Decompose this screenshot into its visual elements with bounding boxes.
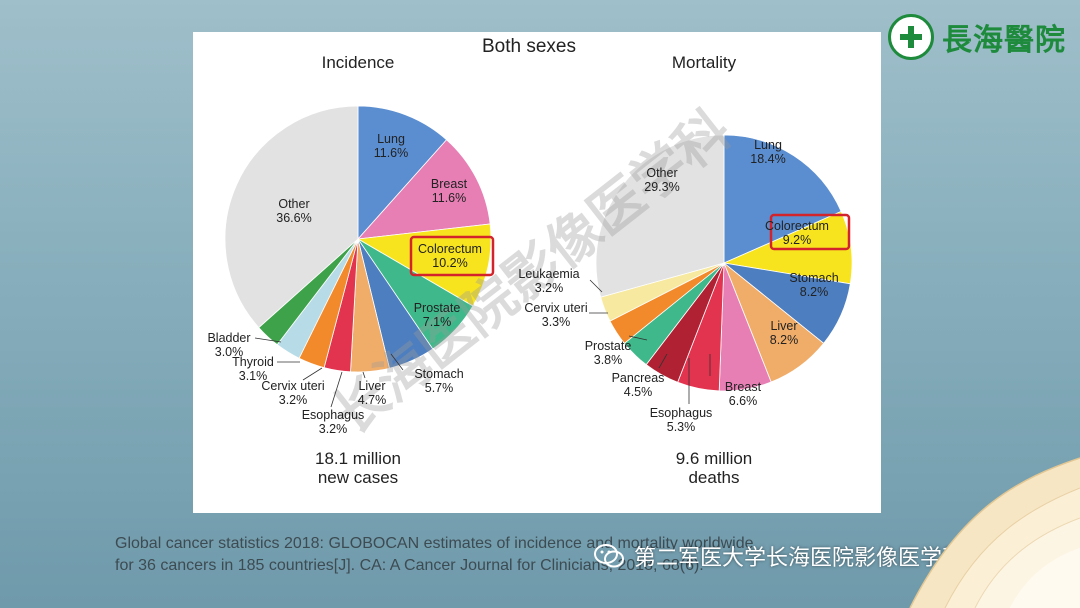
mortality-value-esophagus: 5.3%: [667, 420, 696, 434]
citation-line-2: for 36 cancers in 185 countries[J]. CA: …: [115, 557, 704, 574]
mortality-label-prostate: Prostate: [585, 339, 632, 353]
incidence-caption-line-2: new cases: [318, 468, 398, 487]
mortality-label-pancreas: Pancreas: [612, 371, 665, 385]
incidence-slice-lung: [357, 105, 448, 241]
mortality-value-leukaemia: 3.2%: [535, 281, 564, 295]
incidence-caption-line-1: 18.1 million: [315, 449, 401, 468]
incidence-leader-cervix-uteri: [302, 367, 323, 381]
mortality-value-prostate: 3.8%: [594, 353, 623, 367]
chart-panel: 长海医院影像医学科 Both sexes Incidence 18.1 millio…: [193, 32, 881, 513]
mortality-value-other: 29.3%: [644, 180, 679, 194]
incidence-value-cervix-uteri: 3.2%: [279, 393, 308, 407]
mortality-label-other: Other: [646, 166, 677, 180]
incidence-value-stomach: 5.7%: [425, 381, 454, 395]
mortality-label-stomach: Stomach: [789, 271, 838, 285]
incidence-leader-liver: [362, 371, 366, 379]
mortality-value-cervix-uteri: 3.3%: [542, 315, 571, 329]
mortality-slice-lung: [723, 134, 842, 264]
incidence-label-liver: Liver: [358, 379, 385, 393]
incidence-value-bladder: 3.0%: [215, 345, 244, 359]
citation: Global cancer statistics 2018: GLOBOCAN …: [115, 533, 915, 577]
incidence-label-prostate: Prostate: [414, 301, 461, 315]
incidence-label-lung: Lung: [377, 132, 405, 146]
mortality-value-colorectum: 9.2%: [783, 233, 812, 247]
citation-line-1: Global cancer statistics 2018: GLOBOCAN …: [115, 535, 754, 552]
book-pages-decoration: [850, 418, 1080, 608]
incidence-value-esophagus: 3.2%: [319, 422, 348, 436]
incidence-slice-breast: [357, 139, 491, 240]
hospital-seal-icon: [888, 14, 934, 60]
incidence-leader-stomach: [390, 353, 404, 371]
incidence-value-thyroid: 3.1%: [239, 369, 268, 383]
incidence-label-cervix-uteri: Cervix uteri: [261, 379, 324, 393]
incidence-title: Incidence: [322, 53, 395, 72]
bottom-watermark: 第二军医大学长海医院影像医学科: [594, 540, 964, 572]
hospital-logo: 長海醫院: [888, 12, 1068, 62]
mortality-caption-line-2: deaths: [688, 468, 739, 487]
mortality-label-breast: Breast: [725, 380, 762, 394]
incidence-value-breast: 11.6%: [432, 191, 467, 205]
mortality-value-lung: 18.4%: [750, 152, 785, 166]
incidence-value-lung: 11.6%: [374, 146, 409, 160]
wechat-icon: [594, 543, 624, 569]
incidence-label-thyroid: Thyroid: [232, 355, 274, 369]
incidence-value-other: 36.6%: [276, 211, 311, 225]
incidence-slice-other: [224, 105, 359, 329]
mortality-leader-prostate: [628, 335, 648, 341]
mortality-label-leukaemia: Leukaemia: [518, 267, 579, 281]
mortality-value-stomach: 8.2%: [800, 285, 829, 299]
mortality-caption-line-1: 9.6 million: [676, 449, 753, 468]
mortality-label-esophagus: Esophagus: [650, 406, 713, 420]
bottom-watermark-text: 第二军医大学长海医院影像医学科: [634, 545, 965, 570]
mortality-leader-pancreas: [658, 353, 668, 369]
mortality-leader-leukaemia: [589, 279, 603, 293]
mortality-value-liver: 8.2%: [770, 333, 799, 347]
mortality-label-lung: Lung: [754, 138, 782, 152]
incidence-value-liver: 4.7%: [358, 393, 387, 407]
mortality-title: Mortality: [672, 53, 737, 72]
mortality-highlight-box-colorectum: [769, 213, 851, 251]
mortality-label-liver: Liver: [770, 319, 797, 333]
panel-title: Both sexes: [482, 36, 576, 57]
incidence-slice-colorectum: [356, 223, 492, 307]
incidence-highlight-box-colorectum: [409, 235, 495, 277]
incidence-leader-esophagus: [330, 371, 343, 408]
incidence-label-esophagus: Esophagus: [302, 408, 365, 422]
incidence-value-prostate: 7.1%: [423, 315, 452, 329]
mortality-slice-other: [595, 134, 725, 298]
mortality-value-breast: 6.6%: [729, 394, 758, 408]
incidence-label-other: Other: [278, 197, 309, 211]
incidence-leader-bladder: [254, 337, 282, 343]
incidence-label-stomach: Stomach: [414, 367, 463, 381]
incidence-label-colorectum: Colorectum: [418, 242, 482, 256]
incidence-value-colorectum: 10.2%: [432, 256, 467, 270]
incidence-label-breast: Breast: [431, 177, 468, 191]
incidence-label-bladder: Bladder: [207, 331, 250, 345]
hospital-name: 長海醫院: [942, 23, 1066, 58]
mortality-label-cervix-uteri: Cervix uteri: [524, 301, 587, 315]
mortality-value-pancreas: 4.5%: [624, 385, 653, 399]
mortality-label-colorectum: Colorectum: [765, 219, 829, 233]
